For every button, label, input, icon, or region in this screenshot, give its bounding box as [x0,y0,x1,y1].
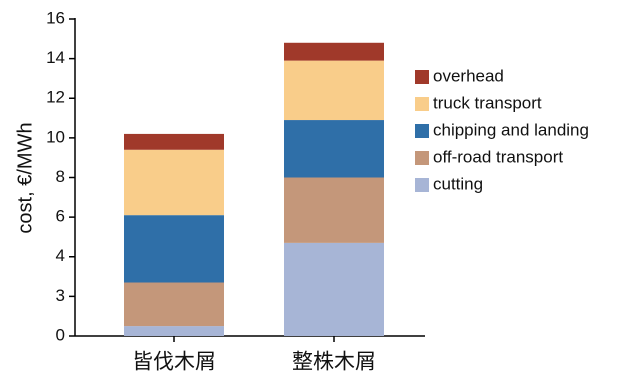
y-tick-label: 6 [56,207,65,226]
x-tick-label: 皆伐木屑 [132,351,216,374]
x-tick-label: 整株木屑 [292,351,376,374]
bar-segment [124,133,224,150]
bar-segment [284,177,384,243]
y-tick-label: 12 [46,88,65,107]
legend-label: off-road transport [433,147,563,166]
y-tick-label: 14 [46,48,65,67]
bar-segment [124,282,224,327]
legend-swatch [415,70,429,84]
y-tick-label: 10 [46,127,65,146]
legend-swatch [415,178,429,192]
y-tick-label: 8 [56,167,65,186]
y-tick-label: 4 [56,246,65,265]
legend-swatch [415,124,429,138]
bar-segment [124,326,224,336]
legend-label: chipping and landing [433,120,589,139]
bar-segment [284,42,384,61]
y-tick-label: 0 [56,325,65,344]
legend-label: cutting [433,174,483,193]
bar-segment [284,60,384,121]
legend-swatch [415,151,429,165]
legend-swatch [415,97,429,111]
y-tick-label: 3 [56,286,65,305]
bar-segment [284,242,384,336]
legend-label: truck transport [433,93,542,112]
y-tick-label: 16 [46,8,65,27]
legend-label: overhead [433,66,504,85]
bar-segment [124,149,224,216]
bar-segment [124,215,224,283]
y-axis-label: cost, €/MWh [14,122,36,233]
bar-segment [284,120,384,178]
